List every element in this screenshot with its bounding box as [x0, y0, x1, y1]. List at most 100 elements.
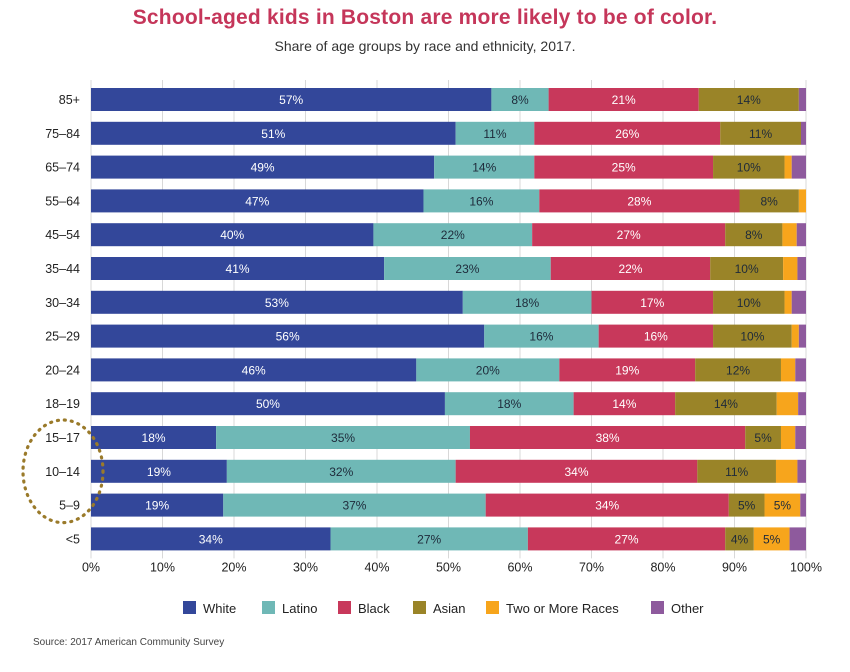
legend-swatch [183, 601, 196, 614]
x-tick-label: 50% [436, 560, 461, 574]
bar-value-label: 11% [483, 127, 506, 141]
bar-segment [455, 121, 535, 145]
bar-value-label: 10% [735, 262, 759, 276]
category-label: 20–24 [45, 363, 80, 377]
bar-segment [559, 358, 696, 382]
category-label: 18–19 [45, 397, 80, 411]
bar-segment [527, 527, 726, 551]
bar-value-label: 27% [615, 532, 639, 546]
gridlines [90, 80, 807, 559]
category-label: <5 [66, 532, 80, 546]
bar-segment [784, 290, 792, 314]
bar-value-label: 14% [472, 161, 496, 175]
bar-value-label: 22% [618, 262, 642, 276]
bar-segment [223, 493, 486, 517]
source-note: Source: 2017 American Community Survey [33, 637, 225, 648]
highlight-ellipse [21, 418, 105, 525]
bar-value-label: 49% [251, 161, 275, 175]
bar-value-label: 18% [497, 397, 521, 411]
bar-value-label: 25% [612, 161, 636, 175]
bar-value-label: 32% [329, 465, 353, 479]
bar-value-label: 51% [261, 127, 285, 141]
bar-value-label: 14% [737, 93, 761, 107]
bar-segment [764, 493, 801, 517]
bar-value-label: 14% [612, 397, 636, 411]
legend: White Latino Black Asian Two or More Races Ot… [183, 601, 704, 616]
bar-value-label: 23% [455, 262, 479, 276]
bar-segment [797, 459, 806, 483]
chart-title: School-aged kids in Boston are more like… [132, 6, 718, 29]
bar-value-label: 38% [596, 431, 620, 445]
bar-segment [444, 392, 574, 416]
legend-swatch [413, 601, 426, 614]
bar-segment [532, 223, 726, 247]
bar-segment [534, 121, 721, 145]
bar-value-label: 56% [276, 330, 300, 344]
x-tick-label: 80% [650, 560, 675, 574]
bar-segment [548, 88, 699, 111]
bar-value-label: 50% [256, 397, 280, 411]
x-tick-label: 90% [722, 560, 747, 574]
x-axis: 0% 10% 20% 30% 40% 50% 60% 70% 80% 90% 100% [82, 560, 822, 574]
bar-segment [91, 189, 424, 213]
bar-segment [798, 189, 806, 213]
bar-segment [789, 527, 806, 551]
bar-segment [91, 88, 492, 111]
bar-segment [373, 223, 533, 247]
bar-value-label: 53% [265, 296, 289, 310]
bar-value-label: 17% [640, 296, 664, 310]
bar-segment [800, 493, 806, 517]
category-labels: 85+ 75–84 65–74 55–64 45–54 35–44 30–34 25–29 20… [45, 93, 80, 546]
bar-segment [795, 358, 806, 382]
bar-segment [739, 189, 799, 213]
bar-value-label: 5% [774, 499, 792, 513]
school-age-highlight [21, 418, 105, 525]
bar-segment [725, 527, 754, 551]
bar-segment [798, 88, 806, 111]
legend-swatch [651, 601, 664, 614]
bar-segment [775, 459, 798, 483]
category-label: 15–17 [45, 431, 80, 445]
bar-segment [484, 324, 599, 348]
bar-segment [423, 189, 540, 213]
bar-segment [791, 324, 799, 348]
bar-value-label: 46% [242, 363, 266, 377]
bar-segment [573, 392, 676, 416]
bar-segment [91, 155, 435, 179]
bar-segment [798, 392, 806, 416]
bar-segment [795, 426, 806, 449]
category-label: 85+ [59, 93, 80, 107]
bar-value-label: 8% [511, 93, 529, 107]
legend-label: Black [358, 601, 390, 616]
bar-value-label: 20% [476, 363, 500, 377]
bar-segment [698, 88, 799, 111]
bar-segment [710, 257, 784, 280]
bar-value-label: 5% [754, 431, 772, 445]
bar-value-label: 26% [615, 127, 639, 141]
bar-value-label: 11% [749, 127, 772, 141]
bar-value-label: 18% [142, 431, 166, 445]
bar-segment [695, 358, 781, 382]
bar-segment [776, 392, 799, 416]
bar-segment [416, 358, 560, 382]
bar-segment [434, 155, 535, 179]
bar-segment [534, 155, 714, 179]
bar-segment [728, 493, 765, 517]
category-label: 45–54 [45, 228, 80, 242]
bar-segment [780, 426, 796, 449]
x-tick-label: 30% [293, 560, 318, 574]
bar-segment [226, 459, 456, 483]
bars [91, 88, 806, 551]
bar-segment [725, 223, 783, 247]
bar-segment [798, 324, 806, 348]
bar-value-label: 19% [147, 465, 171, 479]
bar-value-label: 28% [627, 194, 651, 208]
bar-value-label: 18% [515, 296, 539, 310]
bar-segment [800, 121, 806, 145]
bar-segment [591, 290, 714, 314]
x-tick-label: 10% [150, 560, 175, 574]
legend-label: Other [671, 601, 704, 616]
bar-segment [91, 290, 463, 314]
bar-value-label: 8% [761, 194, 779, 208]
bar-segment [753, 527, 790, 551]
